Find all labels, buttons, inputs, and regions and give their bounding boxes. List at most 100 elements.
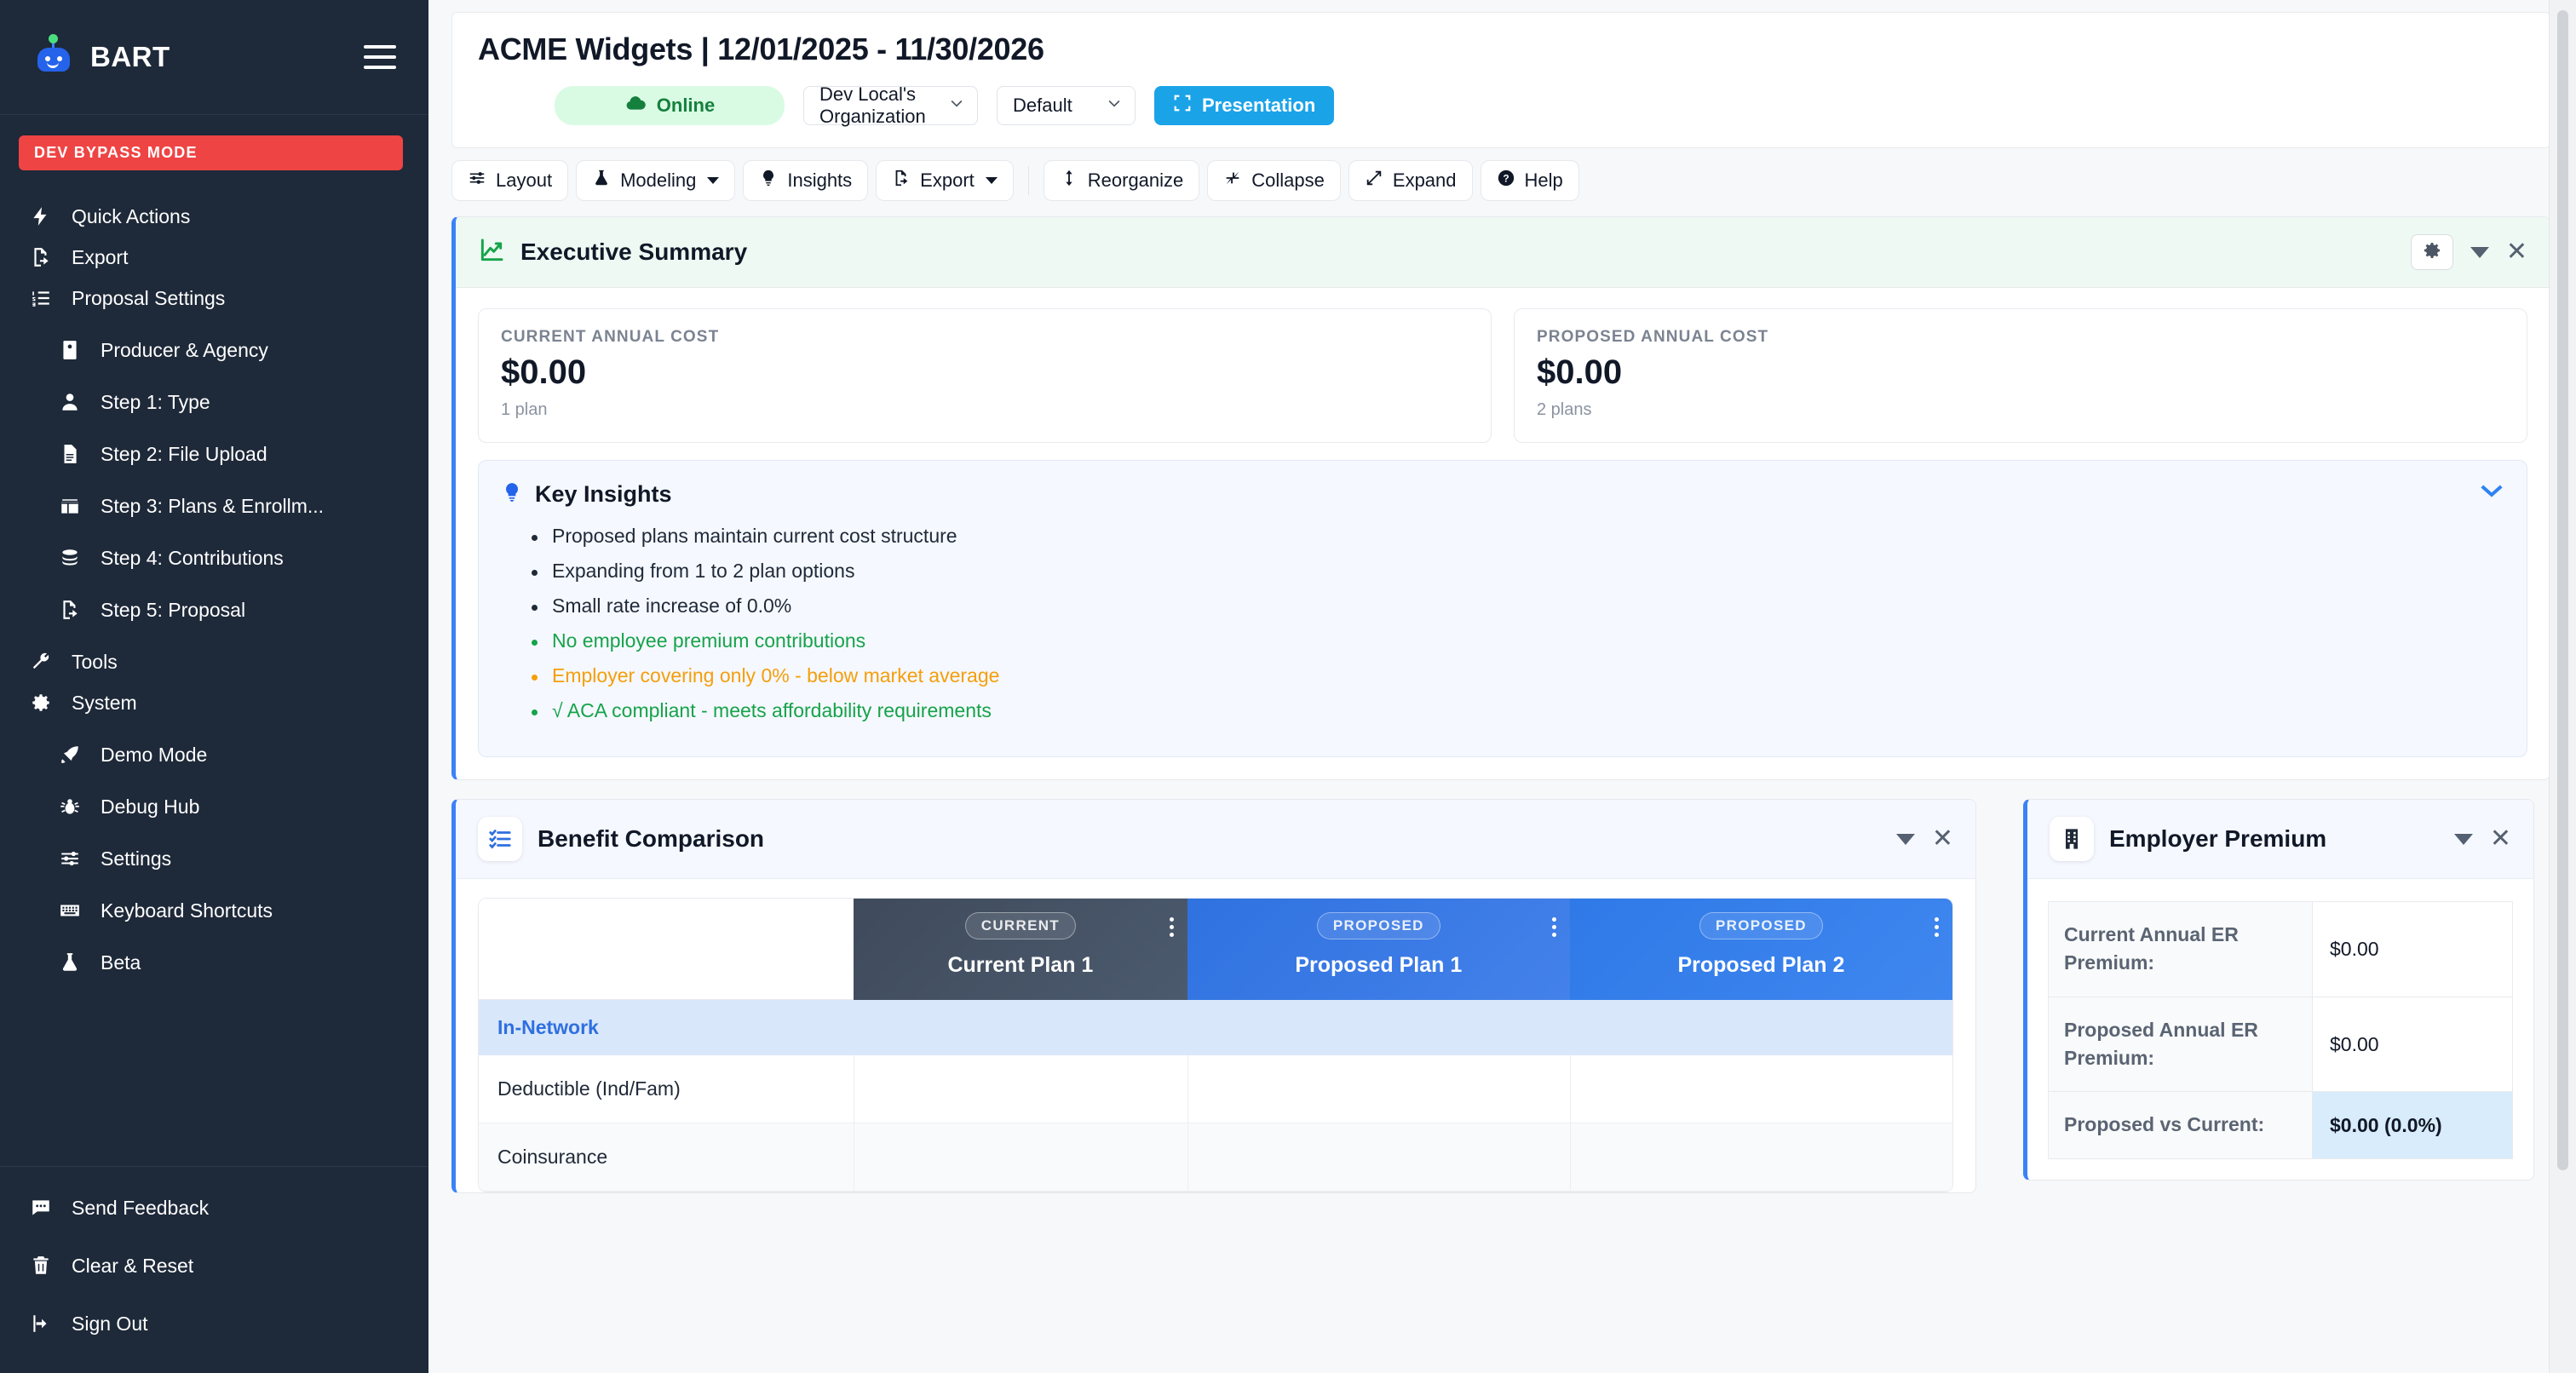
key-insights-collapse-button[interactable] bbox=[2479, 483, 2504, 503]
id-badge-icon bbox=[58, 338, 82, 362]
page-title: ACME Widgets | 12/01/2025 - 11/30/2026 bbox=[478, 32, 1044, 66]
sidebar-item-step-2-file-upload[interactable]: Step 2: File Upload bbox=[0, 434, 428, 474]
sidebar-item-step-5-proposal[interactable]: Step 5: Proposal bbox=[0, 589, 428, 630]
sidebar-item-send-feedback[interactable]: Send Feedback bbox=[0, 1187, 428, 1228]
plan-name: Proposed Plan 2 bbox=[1677, 953, 1845, 977]
sidebar-item-settings[interactable]: Settings bbox=[0, 838, 428, 879]
brand-logo[interactable]: BART bbox=[34, 34, 364, 77]
row-label: Proposed vs Current: bbox=[2048, 1091, 2313, 1159]
sidebar-item-step-4-contributions[interactable]: Step 4: Contributions bbox=[0, 537, 428, 578]
fullscreen-icon bbox=[1173, 94, 1192, 118]
sidebar-item-keyboard-shortcuts[interactable]: Keyboard Shortcuts bbox=[0, 890, 428, 931]
sidebar-item-proposal-settings[interactable]: Proposal Settings bbox=[0, 278, 428, 319]
stat-label: PROPOSED ANNUAL COST bbox=[1537, 328, 1769, 346]
stat-value: $0.00 bbox=[501, 353, 587, 391]
panel-close-button[interactable]: ✕ bbox=[1931, 824, 1953, 853]
organization-select-value: Dev Local's Organization bbox=[819, 83, 926, 127]
stat-card-proposed-annual-cost: PROPOSED ANNUAL COST $0.00 2 plans bbox=[1514, 308, 2527, 443]
organization-select[interactable]: Dev Local's Organization bbox=[803, 83, 978, 127]
dev-bypass-badge: DEV BYPASS MODE bbox=[19, 135, 403, 170]
plan-menu-icon[interactable] bbox=[1169, 917, 1174, 937]
toolbar-button-export[interactable]: Export bbox=[876, 160, 1014, 201]
sidebar-header: BART bbox=[0, 0, 428, 115]
sidebar-item-label: Clear & Reset bbox=[72, 1254, 194, 1277]
hamburger-menu-icon[interactable] bbox=[364, 45, 396, 69]
flask-icon bbox=[592, 169, 611, 192]
ordered-list-icon bbox=[29, 286, 53, 310]
sidebar-item-system[interactable]: System bbox=[0, 682, 428, 723]
row-cell bbox=[854, 1055, 1187, 1123]
toolbar-button-expand[interactable]: Expand bbox=[1348, 160, 1473, 201]
sidebar-divider bbox=[0, 1166, 428, 1167]
stat-label: CURRENT ANNUAL COST bbox=[501, 328, 720, 346]
panel-collapse-button[interactable] bbox=[2470, 246, 2489, 258]
panel-close-button[interactable]: ✕ bbox=[2489, 824, 2511, 853]
scrollbar-thumb[interactable] bbox=[2557, 10, 2568, 1170]
toolbar-button-label: Help bbox=[1524, 169, 1563, 191]
file-export-icon bbox=[892, 169, 911, 192]
toolbar-button-help[interactable]: ? Help bbox=[1480, 160, 1579, 201]
presentation-button[interactable]: Presentation bbox=[1154, 86, 1335, 125]
toolbar-button-insights[interactable]: Insights bbox=[743, 160, 869, 201]
toolbar-button-label: Expand bbox=[1392, 169, 1457, 191]
sidebar-item-clear-reset[interactable]: Clear & Reset bbox=[0, 1245, 428, 1286]
sidebar-item-label: Debug Hub bbox=[101, 795, 200, 818]
sidebar-item-step-1-type[interactable]: Step 1: Type bbox=[0, 382, 428, 422]
toolbar-button-modeling[interactable]: Modeling bbox=[576, 160, 736, 201]
toolbar-button-layout[interactable]: Layout bbox=[451, 160, 569, 201]
panel-collapse-button[interactable] bbox=[2453, 833, 2473, 845]
stat-value: $0.00 bbox=[1537, 353, 1623, 391]
collapse-icon bbox=[1223, 169, 1242, 192]
line-chart-icon bbox=[478, 237, 505, 268]
row-value: $0.00 (0.0%) bbox=[2312, 1091, 2513, 1159]
trash-icon bbox=[29, 1254, 53, 1278]
plan-column-proposed-plan-2[interactable]: PROPOSED Proposed Plan 2 bbox=[1569, 899, 1952, 1000]
sidebar-item-demo-mode[interactable]: Demo Mode bbox=[0, 734, 428, 775]
panel-close-button[interactable]: ✕ bbox=[2505, 238, 2527, 266]
insight-item: Employer covering only 0% - below market… bbox=[530, 664, 2504, 687]
employer-premium-body: Current Annual ER Premium: $0.00 Propose… bbox=[2027, 879, 2533, 1180]
sidebar-item-producer-agency[interactable]: Producer & Agency bbox=[0, 330, 428, 371]
plan-name: Current Plan 1 bbox=[947, 953, 1094, 977]
question-circle-icon: ? bbox=[1497, 169, 1515, 192]
sidebar-item-sign-out[interactable]: Sign Out bbox=[0, 1303, 428, 1344]
plan-column-proposed-plan-1[interactable]: PROPOSED Proposed Plan 1 bbox=[1187, 899, 1570, 1000]
sidebar-item-label: Proposal Settings bbox=[72, 286, 226, 309]
sidebar-item-export[interactable]: Export bbox=[0, 237, 428, 278]
plan-menu-icon[interactable] bbox=[1935, 917, 1939, 937]
sliders-icon bbox=[468, 169, 486, 192]
row-cell bbox=[1187, 1055, 1570, 1123]
summary-stats: CURRENT ANNUAL COST $0.00 1 plan PROPOSE… bbox=[456, 288, 2550, 460]
toolbar-button-collapse[interactable]: Collapse bbox=[1207, 160, 1341, 201]
keyboard-icon bbox=[58, 899, 82, 922]
scrollbar-track[interactable] bbox=[2549, 0, 2576, 1373]
sidebar-item-beta[interactable]: Beta bbox=[0, 942, 428, 983]
toolbar-button-label: Modeling bbox=[620, 169, 697, 191]
panel-collapse-button[interactable] bbox=[1895, 833, 1915, 845]
coins-icon bbox=[58, 546, 82, 570]
panel-settings-button[interactable] bbox=[2410, 234, 2453, 270]
toolbar-separator bbox=[1027, 166, 1029, 195]
table-icon bbox=[58, 494, 82, 518]
row-label: Proposed Annual ER Premium: bbox=[2048, 996, 2313, 1093]
file-export-icon bbox=[58, 598, 82, 622]
plan-column-current-plan-1[interactable]: CURRENT Current Plan 1 bbox=[854, 899, 1187, 1000]
sidebar-item-quick-actions[interactable]: Quick Actions bbox=[0, 196, 428, 237]
toolbar-button-label: Reorganize bbox=[1087, 169, 1184, 191]
table-row: Deductible (Ind/Fam) bbox=[479, 1055, 1952, 1123]
toolbar-button-reorganize[interactable]: Reorganize bbox=[1043, 160, 1200, 201]
sidebar-item-step-3-plans-enrollment[interactable]: Step 3: Plans & Enrollm... bbox=[0, 485, 428, 526]
sidebar-item-tools[interactable]: Tools bbox=[0, 641, 428, 682]
sidebar-item-debug-hub[interactable]: Debug Hub bbox=[0, 786, 428, 827]
theme-select[interactable]: Default bbox=[997, 86, 1136, 125]
panel-header: Executive Summary ✕ bbox=[456, 217, 2550, 288]
wrench-icon bbox=[29, 650, 53, 674]
gear-icon bbox=[2422, 240, 2442, 265]
benefit-comparison-table: CURRENT Current Plan 1 PROPOSED Proposed… bbox=[478, 898, 1953, 1192]
header-controls: Online Dev Local's Organization Default … bbox=[478, 83, 2524, 127]
plan-menu-icon[interactable] bbox=[1551, 917, 1556, 937]
toolbar-button-label: Collapse bbox=[1251, 169, 1325, 191]
panel-actions: ✕ bbox=[2410, 234, 2527, 270]
row-value: $0.00 bbox=[2312, 996, 2513, 1093]
robot-icon bbox=[34, 34, 73, 77]
